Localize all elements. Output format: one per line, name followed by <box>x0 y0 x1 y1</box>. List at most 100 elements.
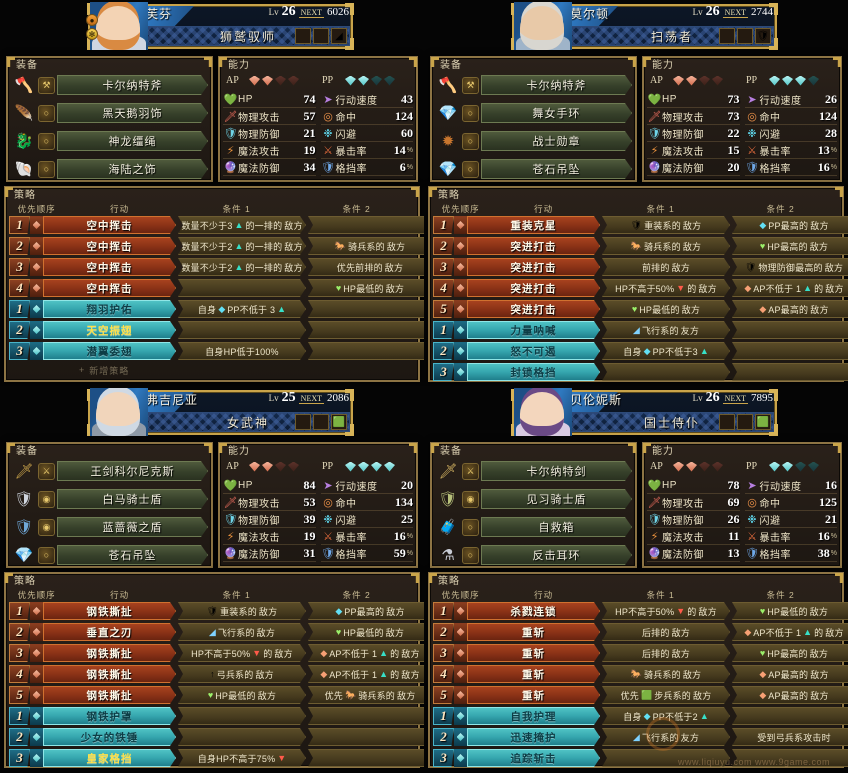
tactic-condition-c2[interactable]: ◆ PP最高的 敌方 <box>732 216 848 234</box>
tactic-action-button[interactable]: 垂直之刃 <box>43 623 176 641</box>
equipment-row[interactable]: 🐚 ○ 海陆之饰 <box>11 156 208 182</box>
tactic-condition-5-empty[interactable] <box>178 321 306 339</box>
tactic-priority[interactable]: 2 <box>9 728 30 746</box>
tactic-action-button[interactable]: 突进打击 <box>467 237 600 255</box>
tactic-priority[interactable]: 1 <box>433 216 454 234</box>
tactic-condition-c1[interactable]: HP不高于50% ▼ 的敌方 <box>602 602 730 620</box>
tactic-action-button[interactable]: 皇家格挡 <box>43 749 176 767</box>
tactic-condition-c1[interactable]: 数量不少于2 ▲ 的一排的 敌方 <box>178 237 306 255</box>
unit-slot-3[interactable]: 🟩 <box>331 414 347 430</box>
unit-slot-2[interactable] <box>313 28 329 44</box>
tactic-condition-7-empty[interactable] <box>732 749 848 767</box>
tactic-row[interactable]: 1 杀戮连锁 HP不高于50% ▼ 的敌方 ♥ HP最低的 敌方 <box>433 601 839 621</box>
character-header[interactable]: 弗吉尼亚 Lv 25 NEXT 2086 女武神 🟩 <box>87 388 353 436</box>
equipment-slot-button[interactable]: 苍石吊坠 <box>481 159 632 179</box>
tactic-condition-c2[interactable]: 受到弓兵系攻击时 <box>732 728 848 746</box>
tactic-condition-7-empty[interactable] <box>602 363 730 381</box>
equipment-row[interactable]: 🛡 ◉ 蓝蔷薇之盾 <box>11 514 208 540</box>
tactic-row[interactable]: 5 钢铁撕扯 ♥ HP最低的 敌方 优先 🐎 骑兵系的 敌方 <box>9 685 415 705</box>
tactic-row[interactable]: 3 潜翼委翅 自身HP低于100% <box>9 341 415 361</box>
tactic-action-button[interactable]: 力量呐喊 <box>467 321 600 339</box>
tactic-priority[interactable]: 2 <box>433 728 454 746</box>
tactic-priority[interactable]: 3 <box>433 363 454 381</box>
tactic-condition-c1[interactable]: 前排的 敌方 <box>602 258 730 276</box>
tactic-row[interactable]: 2 重斩 后排的 敌方 ◆ AP不低于 1 ▲ 的 敌方 <box>433 622 839 642</box>
tactic-row[interactable]: 1 翔羽护佑 自身 ◆ PP不低于 3 ▲ <box>9 299 415 319</box>
tactic-condition-c2[interactable]: ◆ AP最高的 敌方 <box>732 665 848 683</box>
tactic-priority[interactable]: 2 <box>9 623 30 641</box>
tactic-condition-7-empty[interactable] <box>308 749 424 767</box>
unit-slot-2[interactable] <box>737 414 753 430</box>
tactic-condition-c2[interactable]: ◆ AP不低于 1 ▲ 的敌方 <box>308 665 424 683</box>
tactic-row[interactable]: 3 封锁格挡 <box>433 362 839 382</box>
tactic-condition-c1[interactable]: 后排的 敌方 <box>602 623 730 641</box>
tactic-row[interactable]: 1 空中挥击 数量不少于3 ▲ 的一排的 敌方 <box>9 215 415 235</box>
tactic-priority[interactable]: 5 <box>433 686 454 704</box>
tactic-action-button[interactable]: 钢铁撕扯 <box>43 686 176 704</box>
equipment-row[interactable]: 🗡 ⚔ 卡尔纳特剑 <box>435 458 632 484</box>
equipment-row[interactable]: 💎 ○ 苍石吊坠 <box>11 542 208 568</box>
tactic-priority[interactable]: 5 <box>433 300 454 318</box>
tactic-action-button[interactable]: 突进打击 <box>467 279 600 297</box>
tactic-condition-c2[interactable]: 🛡 物理防御最高的 敌方 <box>732 258 848 276</box>
tactic-action-button[interactable]: 重斩 <box>467 665 600 683</box>
tactic-condition-6-empty[interactable] <box>178 728 306 746</box>
tactic-row[interactable]: 3 突进打击 前排的 敌方 🛡 物理防御最高的 敌方 <box>433 257 839 277</box>
tactic-condition-c1[interactable]: 自身 ◆ PP不低于2 ▲ <box>602 707 730 725</box>
equipment-slot-button[interactable]: 白马骑士盾 <box>57 489 208 509</box>
unit-slot-1[interactable] <box>719 414 735 430</box>
equipment-slot-button[interactable]: 卡尔纳特斧 <box>481 75 632 95</box>
tactic-action-button[interactable]: 重斩 <box>467 623 600 641</box>
unit-slot-3[interactable]: ◢ <box>331 28 347 44</box>
tactic-condition-6-empty[interactable] <box>308 342 424 360</box>
tactic-condition-c2[interactable]: ♥ HP最低的 敌方 <box>308 623 424 641</box>
equipment-slot-button[interactable]: 卡尔纳特斧 <box>57 75 208 95</box>
tactic-priority[interactable]: 4 <box>433 665 454 683</box>
tactic-condition-c2[interactable]: ◆ AP最高的 敌方 <box>732 300 848 318</box>
tactic-action-button[interactable]: 空中挥击 <box>43 279 176 297</box>
character-header[interactable]: 莫尔顿 Lv 26 NEXT 2744 扫荡者 🛡 <box>511 2 777 50</box>
tactic-action-button[interactable]: 潜翼委翅 <box>43 342 176 360</box>
tactic-row[interactable]: 3 皇家格挡 自身HP不高于75% ▼ <box>9 748 415 768</box>
tactic-priority[interactable]: 4 <box>9 665 30 683</box>
character-header[interactable]: 贝伦妮斯 Lv 26 NEXT 7895 国士侍仆 🟩 <box>511 388 777 436</box>
tactic-priority[interactable]: 4 <box>9 279 30 297</box>
tactic-row[interactable]: 2 突进打击 🐎 骑兵系的 敌方 ♥ HP最高的 敌方 <box>433 236 839 256</box>
unit-slot-2[interactable] <box>313 414 329 430</box>
add-tactic-button[interactable]: + 新增策略 <box>9 362 415 378</box>
equipment-row[interactable]: 🐉 ○ 神龙缰绳 <box>11 128 208 154</box>
tactic-condition-c2[interactable]: ◆ AP不低于 1 ▲ 的敌方 <box>732 279 848 297</box>
tactic-condition-c1[interactable]: 🛡 重装系的 敌方 <box>178 602 306 620</box>
tactic-condition-4-empty[interactable] <box>308 300 424 318</box>
tactic-row[interactable]: 5 突进打击 ♥ HP最低的 敌方 ◆ AP最高的 敌方 <box>433 299 839 319</box>
tactic-condition-c2[interactable]: ◆ PP最高的 敌方 <box>308 602 424 620</box>
tactic-priority[interactable]: 2 <box>9 321 30 339</box>
tactic-priority[interactable]: 2 <box>433 342 454 360</box>
tactic-row[interactable]: 2 少女的铁锤 <box>9 727 415 747</box>
tactic-priority[interactable]: 1 <box>9 300 30 318</box>
tactic-condition-c2[interactable]: ♥ HP最高的 敌方 <box>732 644 848 662</box>
tactic-row[interactable]: 2 迅速掩护 ◢ 飞行系的 友方 受到弓兵系攻击时 <box>433 727 839 747</box>
equipment-slot-button[interactable]: 王剑科尔尼克斯 <box>57 461 208 481</box>
tactic-row[interactable]: 2 空中挥击 数量不少于2 ▲ 的一排的 敌方 🐎 骑兵系的 敌方 <box>9 236 415 256</box>
equipment-slot-button[interactable]: 反击耳环 <box>481 545 632 565</box>
tactic-condition-7-empty[interactable] <box>732 363 848 381</box>
tactic-condition-c1[interactable]: ◢ 飞行系的 友方 <box>602 321 730 339</box>
tactic-action-button[interactable]: 空中挥击 <box>43 237 176 255</box>
tactic-row[interactable]: 2 垂直之刃 ◢ 飞行系的 敌方 ♥ HP最低的 敌方 <box>9 622 415 642</box>
tactic-row[interactable]: 1 自我护理 自身 ◆ PP不低于2 ▲ <box>433 706 839 726</box>
tactic-condition-c1[interactable]: 🛡 重装系的 敌方 <box>602 216 730 234</box>
tactic-action-button[interactable]: 钢铁护罩 <box>43 707 176 725</box>
tactic-row[interactable]: 3 钢铁撕扯 HP不高于50% ▼ 的敌方 ◆ AP不低于 1 ▲ 的敌方 <box>9 643 415 663</box>
tactic-condition-c2[interactable]: ◆ AP最高的 敌方 <box>732 686 848 704</box>
unit-slot-2[interactable] <box>737 28 753 44</box>
tactic-action-button[interactable]: 空中挥击 <box>43 216 176 234</box>
tactic-condition-c1[interactable]: 🐎 骑兵系的 敌方 <box>602 237 730 255</box>
tactic-condition-0-empty[interactable] <box>308 216 424 234</box>
tactic-action-button[interactable]: 突进打击 <box>467 300 600 318</box>
tactic-priority[interactable]: 1 <box>9 602 30 620</box>
equipment-row[interactable]: 🧳 ○ 自救箱 <box>435 514 632 540</box>
tactic-action-button[interactable]: 钢铁撕扯 <box>43 644 176 662</box>
tactic-priority[interactable]: 3 <box>9 258 30 276</box>
unit-slot-1[interactable] <box>719 28 735 44</box>
